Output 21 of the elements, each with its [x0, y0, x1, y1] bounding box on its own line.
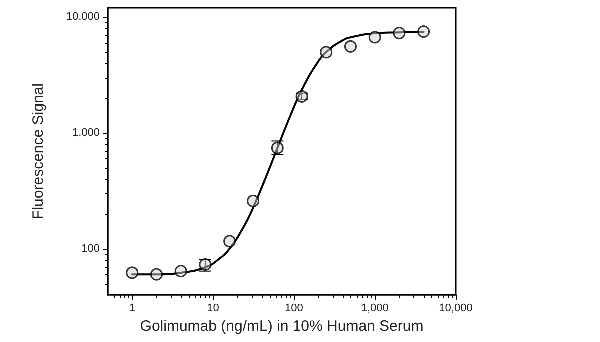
- y-tick-label: 10,000: [66, 11, 100, 24]
- point: [174, 265, 188, 278]
- point: [368, 31, 382, 44]
- x-tick-label: 100: [285, 302, 304, 314]
- point: [296, 90, 308, 103]
- x-tick-label: 1: [129, 302, 136, 314]
- x-tick-label: 1,000: [361, 302, 389, 314]
- y-axis-title: Fluorescence Signal: [30, 84, 47, 220]
- point: [344, 40, 357, 53]
- x-axis-title: Golimumab (ng/mL) in 10% Human Serum: [140, 318, 424, 335]
- y-tick-label: 100: [82, 242, 100, 255]
- point: [320, 46, 333, 59]
- point: [150, 268, 163, 281]
- point: [393, 27, 406, 40]
- y-tick-label: 1,000: [72, 127, 100, 140]
- x-tick-label: 10: [207, 302, 220, 314]
- point: [224, 235, 236, 248]
- point: [418, 26, 430, 38]
- point: [126, 266, 139, 280]
- x-tick-label: 10,000: [439, 302, 473, 314]
- point: [247, 194, 260, 208]
